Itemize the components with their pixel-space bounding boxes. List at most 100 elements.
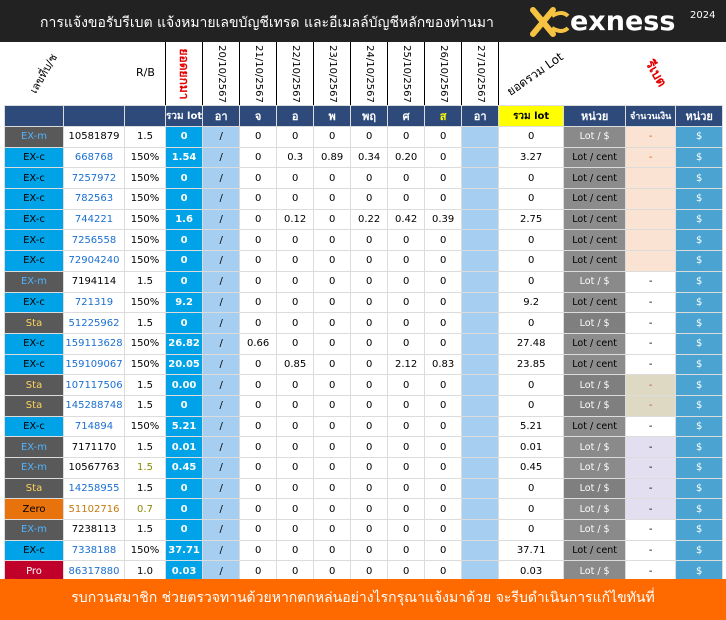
- account-type-badge: EX-m: [4, 126, 64, 148]
- account-type-badge: EX-c: [4, 353, 64, 376]
- sunday-empty: [461, 477, 500, 500]
- sunday-empty: [461, 332, 500, 355]
- sunday-sep: /: [202, 477, 241, 500]
- day-lot-3: 0: [350, 250, 389, 272]
- table-row: EX-m 7171170 1.5 0.01/0 0 0 0 0 0 0.01 Lot / $ - $: [4, 436, 724, 458]
- sunday-sep: /: [202, 519, 241, 541]
- sunday-sep: /: [202, 332, 241, 355]
- subheader-row: รวม lot อาจอพพฤศสอา รวม lot หน่วย จำนวนเงินห…: [4, 105, 724, 127]
- sunday-empty: [461, 208, 500, 231]
- day-lot-2: 0: [313, 270, 352, 293]
- account-type-badge: Zero: [4, 498, 64, 521]
- sunday-sep: /: [202, 560, 241, 583]
- subheader-cell: [63, 105, 125, 127]
- day-lot-2: 0: [313, 436, 352, 458]
- rebate-amount: -: [625, 436, 677, 458]
- sunday-sep: /: [202, 270, 241, 293]
- rb-value: 1.5: [124, 436, 166, 458]
- currency-cell: $: [675, 560, 724, 583]
- subheader-cell: พ: [313, 105, 352, 127]
- day-lot-2: 0: [313, 415, 352, 438]
- sunday-sep: /: [202, 539, 241, 562]
- sunday-sep: /: [202, 126, 241, 148]
- subheader-cell: หน่วย: [675, 105, 724, 127]
- date-header-4: 24/10/2567: [363, 45, 375, 103]
- day-lot-4: 0: [387, 229, 426, 252]
- sunday-empty: [461, 539, 500, 562]
- sunday-empty: [461, 188, 500, 210]
- sunday-empty: [461, 250, 500, 272]
- account-number: 668768: [63, 146, 125, 169]
- sunday-sep: /: [202, 188, 241, 210]
- table-row: EX-c 714894 150% 5.21/0 0 0 0 0 0 5.21 Lot / cent -…: [4, 415, 724, 438]
- account-type-badge: EX-c: [4, 415, 64, 438]
- prev-lot-value: 0.45: [164, 457, 204, 479]
- unit-cell: Lot / $: [563, 560, 627, 583]
- table-row: EX-c 7338188 150% 37.71/0 0 0 0 0 0 37.71 Lot / ce…: [4, 539, 724, 562]
- date-header-6: 26/10/2567: [437, 45, 449, 103]
- prev-lot-value: 0: [164, 498, 204, 521]
- prev-lot-value: 0: [164, 229, 204, 252]
- day-lot-4: 0: [387, 126, 426, 148]
- currency-cell: $: [675, 374, 724, 396]
- unit-cell: Lot / $: [563, 126, 627, 148]
- sunday-sep: /: [202, 394, 241, 417]
- currency-cell: $: [675, 312, 724, 334]
- subheader-cell: [4, 105, 64, 127]
- day-lot-4: 0: [387, 312, 426, 334]
- day-lot-3: 0: [350, 167, 389, 190]
- sunday-empty: [461, 167, 500, 190]
- rebate-amount: -: [625, 374, 677, 396]
- exness-mark-icon: [530, 7, 570, 37]
- day-lot-3: 0: [350, 394, 389, 417]
- account-type-badge: EX-c: [4, 250, 64, 272]
- day-lot-4: 0: [387, 167, 426, 190]
- unit-cell: Lot / $: [563, 477, 627, 500]
- subheader-cell: รวม lot: [164, 105, 204, 127]
- total-lot-value: 5.21: [498, 415, 565, 438]
- day-lot-3: 0: [350, 519, 389, 541]
- account-type-badge: Sta: [4, 374, 64, 396]
- subheader-cell: ส: [424, 105, 463, 127]
- currency-cell: $: [675, 167, 724, 190]
- account-type-badge: EX-m: [4, 436, 64, 458]
- day-lot-5: 0: [424, 167, 463, 190]
- day-lot-4: 0: [387, 374, 426, 396]
- table-row: EX-c 72904240 150% 0/0 0 0 0 0 0 0 Lot / cent $: [4, 250, 724, 272]
- day-lot-3: 0: [350, 312, 389, 334]
- prev-lot-value: 0: [164, 477, 204, 500]
- day-lot-0: 0: [239, 415, 278, 438]
- day-lot-3: 0: [350, 229, 389, 252]
- day-lot-0: 0: [239, 394, 278, 417]
- prev-lot-value: 0: [164, 519, 204, 541]
- rb-value: 1.5: [124, 312, 166, 334]
- rb-value: 150%: [124, 291, 166, 314]
- day-lot-5: 0: [424, 312, 463, 334]
- account-number: 159109067: [63, 353, 125, 376]
- day-lot-0: 0: [239, 167, 278, 190]
- sunday-sep: /: [202, 229, 241, 252]
- day-lot-1: 0: [276, 126, 315, 148]
- total-lot-value: 0.01: [498, 436, 565, 458]
- sunday-sep: /: [202, 498, 241, 521]
- account-type-badge: Sta: [4, 312, 64, 334]
- day-lot-1: 0: [276, 332, 315, 355]
- prev-lot-value: 0: [164, 312, 204, 334]
- table-row: Zero 51102716 0.7 0/0 0 0 0 0 0 0 Lot / $ - $: [4, 498, 724, 521]
- total-lot-value: 0: [498, 188, 565, 210]
- currency-cell: $: [675, 146, 724, 169]
- table-row: Sta 107117506 1.5 0.00/0 0 0 0 0 0 0 Lot / $ - $: [4, 374, 724, 396]
- unit-cell: Lot / cent: [563, 539, 627, 562]
- sunday-empty: [461, 270, 500, 293]
- day-lot-2: 0: [313, 126, 352, 148]
- day-lot-5: 0: [424, 498, 463, 521]
- day-lot-4: 0: [387, 457, 426, 479]
- account-number: 14258955: [63, 477, 125, 500]
- date-header-0: 20/10/2567: [215, 45, 227, 103]
- day-lot-4: 0: [387, 332, 426, 355]
- table-row: EX-c 744221 150% 1.6/0 0.12 0 0.22 0.42 0.39 2.75…: [4, 208, 724, 231]
- rb-value: 1.5: [124, 477, 166, 500]
- total-lot-value: 0: [498, 394, 565, 417]
- day-lot-0: 0: [239, 229, 278, 252]
- unit-cell: Lot / $: [563, 498, 627, 521]
